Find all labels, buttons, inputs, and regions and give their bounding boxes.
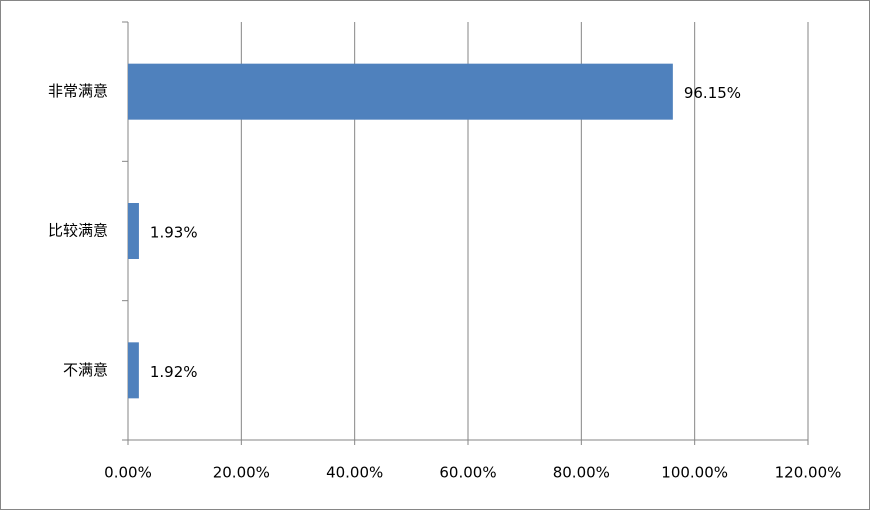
bar [128,63,673,120]
x-tick-label: 120.00% [775,464,842,482]
x-tick-label: 80.00% [553,464,610,482]
x-tick-label: 0.00% [104,464,152,482]
x-tick-label: 40.00% [326,464,383,482]
x-tick-label: 20.00% [213,464,270,482]
bar [128,342,139,399]
x-tick-label: 60.00% [439,464,496,482]
y-tick-label: 比较满意 [48,222,108,240]
value-label: 1.92% [150,363,198,381]
y-tick-label: 不满意 [63,361,108,379]
value-label: 96.15% [684,84,741,102]
x-tick-label: 100.00% [661,464,728,482]
y-tick-label: 非常满意 [48,82,108,100]
value-label: 1.93% [150,224,198,242]
bar [128,203,139,259]
